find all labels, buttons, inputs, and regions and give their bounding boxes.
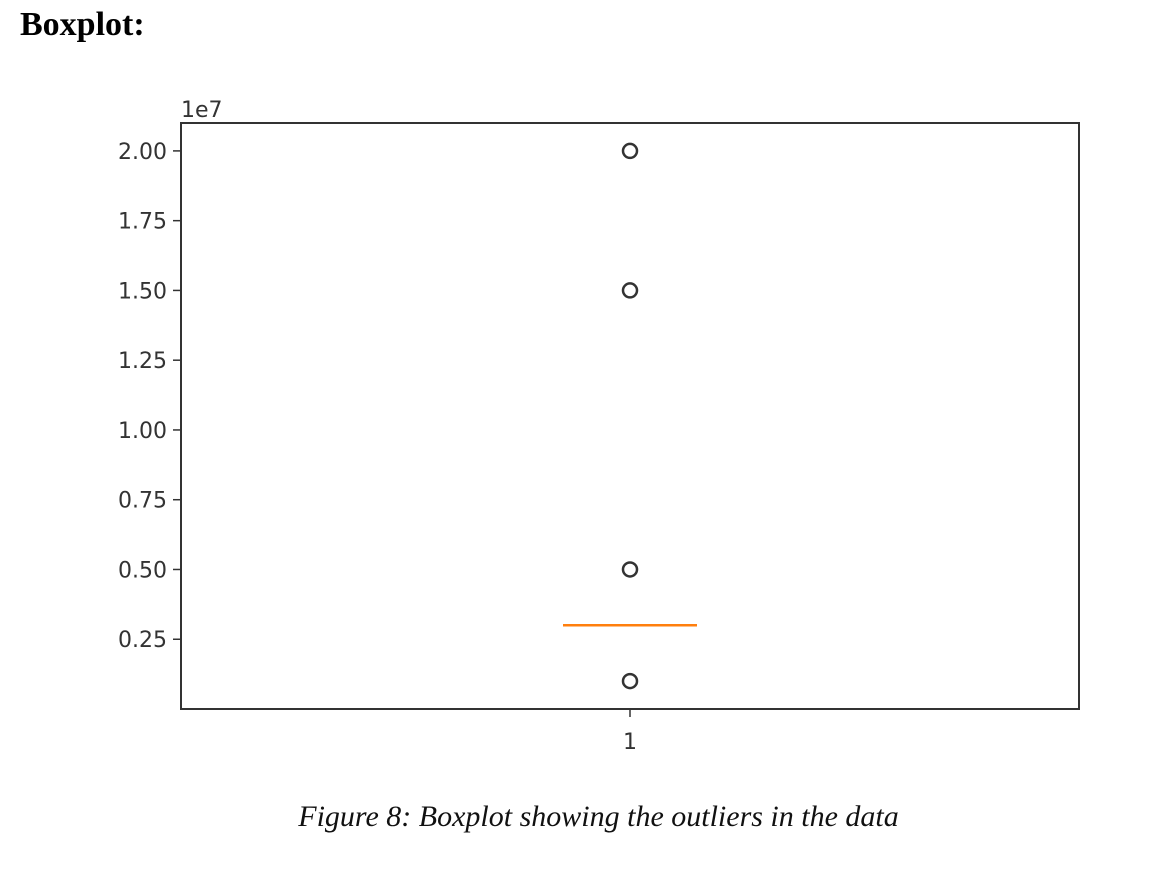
outlier-point [621, 282, 639, 299]
y-tick-label: 0.25 [118, 628, 167, 653]
x-tick-label: 1 [623, 730, 637, 755]
outlier-point [621, 561, 639, 578]
outlier-point [621, 672, 639, 690]
y-tick-label: 0.50 [118, 558, 167, 583]
boxplot-chart: 0.25 0.50 0.75 1.00 1.25 1.50 1.75 2.00 1 1e7 [118, 98, 1080, 755]
y-tick-label: 2.00 [118, 140, 167, 165]
y-tick-label: 1.75 [118, 210, 167, 235]
figure-caption: Figure 8: Boxplot showing the outliers i… [298, 800, 899, 833]
y-tick-label: 1.50 [118, 279, 167, 304]
y-tick-label: 0.75 [118, 489, 167, 514]
x-axis: 1 [623, 709, 637, 755]
plot-frame [180, 122, 1080, 710]
y-tick-label: 1.00 [118, 419, 167, 444]
section-heading: Boxplot: [20, 6, 145, 43]
y-offset-label: 1e7 [181, 98, 223, 123]
outlier-point [621, 142, 639, 160]
y-tick-label: 1.25 [118, 349, 167, 374]
plot-marks [563, 142, 697, 690]
y-axis: 0.25 0.50 0.75 1.00 1.25 1.50 1.75 2.00 [118, 140, 181, 653]
